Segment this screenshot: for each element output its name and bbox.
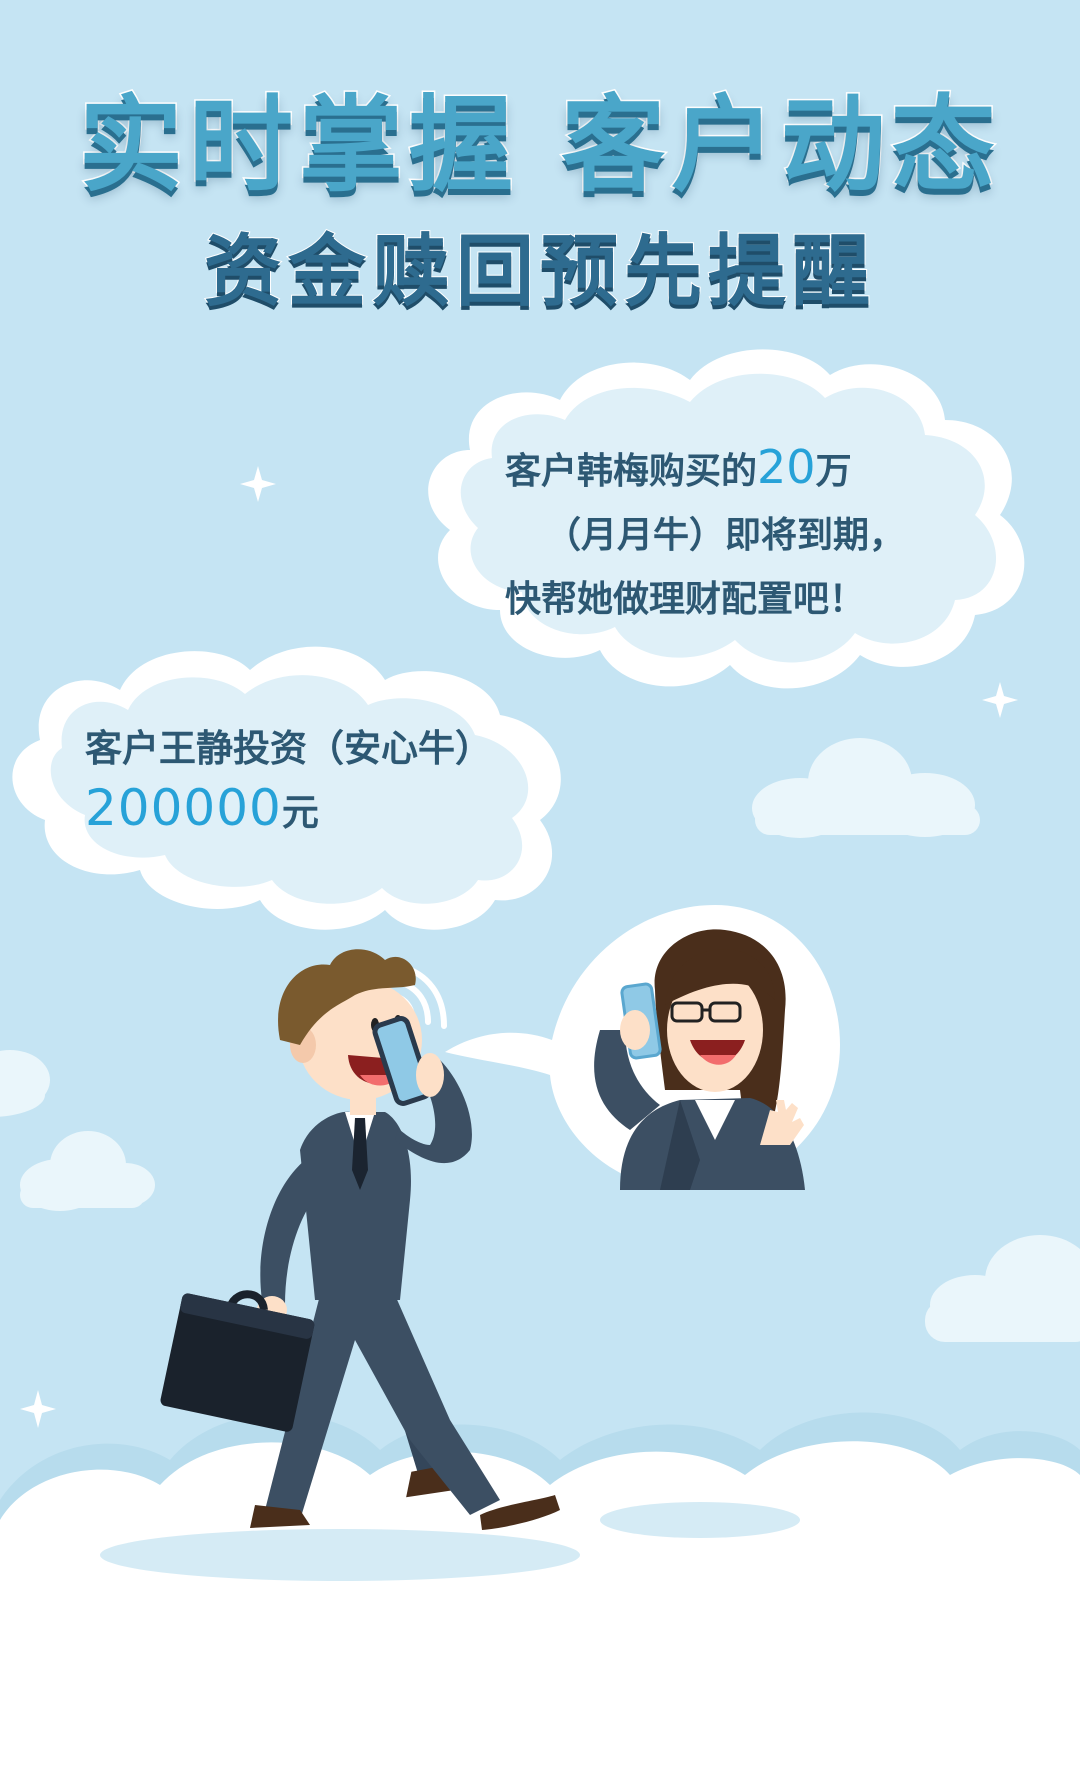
investment-line-1: 客户王静投资（安心牛） — [85, 726, 492, 770]
maturity-unit: 万 — [815, 450, 852, 492]
man-avatar — [250, 949, 560, 1530]
bg-cloud-left — [20, 1131, 155, 1211]
sparkle-icon — [982, 682, 1018, 718]
maturity-reminder-text: 客户韩梅购买的20万 （月月牛）即将到期， 快帮她做理财配置吧！ — [505, 435, 975, 631]
speech-cloud-maturity — [428, 349, 1025, 689]
maturity-line-3: 快帮她做理财配置吧！ — [505, 578, 866, 620]
maturity-line-2: （月月牛）即将到期， — [545, 514, 906, 556]
page-title: 实时掌握 客户动态 — [77, 84, 1002, 206]
maturity-amount: 20 — [757, 440, 816, 494]
investment-line-2: 200000元 — [85, 778, 565, 842]
bg-cloud-right — [752, 738, 980, 838]
sparkle-icon — [240, 466, 276, 502]
investment-notice-text: 客户王静投资（安心牛） 200000元 — [85, 718, 565, 842]
investment-unit: 元 — [281, 790, 319, 834]
investment-amount: 200000 — [85, 779, 282, 837]
woman-avatar — [594, 929, 805, 1190]
briefcase-icon — [160, 1290, 315, 1432]
maturity-line-1: 客户韩梅购买的20万 — [505, 435, 975, 503]
speech-cloud-investment — [12, 646, 561, 930]
bg-cloud-far-right — [925, 1235, 1080, 1342]
maturity-prefix: 客户韩梅购买的 — [505, 450, 758, 492]
bg-cloud-left-top — [0, 1050, 50, 1117]
page-subtitle: 资金赎回预先提醒 — [203, 227, 876, 317]
ground-clouds — [0, 1412, 1080, 1770]
sparkle-icon — [20, 1390, 56, 1428]
